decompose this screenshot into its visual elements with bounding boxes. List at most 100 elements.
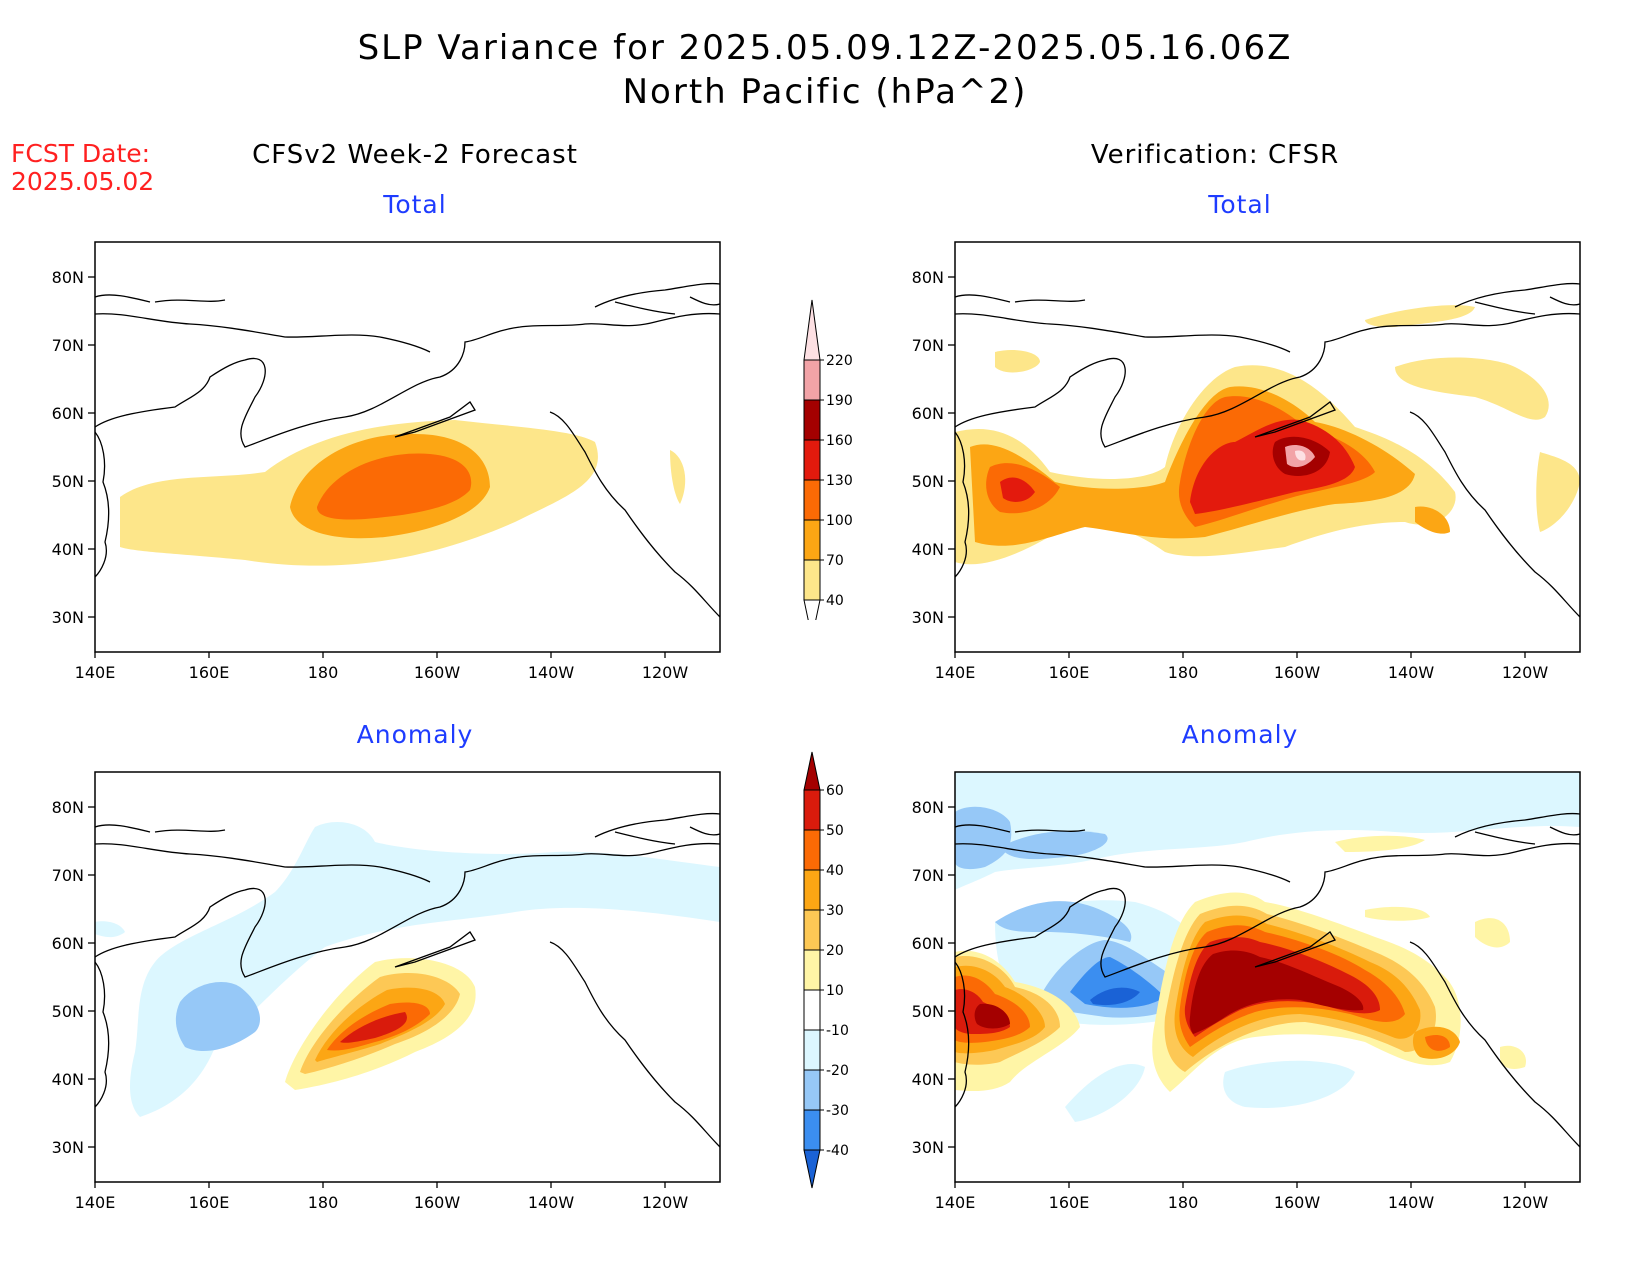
colorbar-label: 20 (826, 943, 844, 959)
fcst-date-label: FCST Date: (11, 139, 151, 168)
map-frame (954, 771, 1581, 1183)
lat-label: 80N (52, 798, 84, 817)
lat-label: 50N (52, 472, 84, 491)
colorbar-label: -40 (826, 1143, 849, 1159)
lon-label: 120W (1502, 1193, 1549, 1212)
colorbar-anomaly: -40 -30 -20 -10 10 20 30 40 50 60 (803, 751, 849, 1189)
colorbar-label: 10 (826, 983, 844, 999)
verif-anomaly-label: Anomaly (1181, 720, 1299, 749)
lon-label: 120W (642, 1193, 689, 1212)
colorbar-swatch (803, 789, 821, 831)
lon-label: 160E (189, 1193, 230, 1212)
map-verif-total: 80N 70N 60N 50N 40N 30N 140E 160E 180 160W 140W 120… (912, 241, 1581, 682)
lat-label: 60N (52, 934, 84, 953)
map-frame (94, 771, 721, 1183)
shading-forecast-anomaly (95, 822, 720, 1117)
colorbar-label: -30 (826, 1103, 849, 1119)
lat-label: 60N (52, 404, 84, 423)
verification-column-title: Verification: CFSR (1090, 140, 1340, 170)
colorbar-swatch (803, 439, 821, 481)
forecast-total-label: Total (383, 190, 447, 219)
colorbar-label: 130 (826, 473, 853, 489)
lat-label: 30N (912, 608, 944, 627)
colorbar-total: 40 70 100 130 160 190 220 (803, 299, 853, 620)
colorbar-label: 40 (826, 593, 844, 609)
lon-label: 140W (528, 663, 575, 682)
lat-label: 70N (912, 866, 944, 885)
coastlines (954, 282, 1581, 618)
colorbar-swatch (803, 519, 821, 561)
shading-verif-anomaly (955, 772, 1580, 1122)
shading-verif-total (955, 305, 1580, 565)
lon-label: 160E (189, 663, 230, 682)
forecast-anomaly-label: Anomaly (356, 720, 474, 749)
map-frame (954, 241, 1581, 653)
lon-label: 120W (1502, 663, 1549, 682)
lat-label: 50N (52, 1002, 84, 1021)
colorbar-label: 30 (826, 903, 844, 919)
lat-label: 30N (912, 1138, 944, 1157)
colorbar-swatch (803, 989, 821, 1031)
lat-label: 70N (912, 336, 944, 355)
lon-label: 180 (308, 663, 339, 682)
colorbar-swatch (803, 359, 821, 401)
colorbar-lower-arrow (803, 1149, 821, 1189)
axis-ticks: 80N 70N 60N 50N 40N 30N 140E 160E 180 160W 140W 120… (912, 268, 1549, 682)
colorbar-label: 160 (826, 433, 853, 449)
lat-label: 40N (912, 1070, 944, 1089)
lat-label: 50N (912, 1002, 944, 1021)
lon-label: 180 (308, 1193, 339, 1212)
lon-label: 180 (1168, 663, 1199, 682)
lon-label: 160E (1049, 663, 1090, 682)
lat-label: 70N (52, 336, 84, 355)
colorbar-label: 70 (826, 553, 844, 569)
lat-label: 70N (52, 866, 84, 885)
lon-label: 140W (1388, 663, 1435, 682)
fcst-date-block: FCST Date: 2025.05.02 (11, 140, 154, 196)
lat-label: 40N (52, 1070, 84, 1089)
lon-label: 160W (414, 1193, 461, 1212)
main-title: SLP Variance for 2025.05.09.12Z-2025.05.… (357, 28, 1293, 68)
colorbar-label: 190 (826, 393, 853, 409)
colorbar-swatch (803, 1029, 821, 1071)
lat-label: 40N (912, 540, 944, 559)
lon-label: 160W (414, 663, 461, 682)
colorbar-swatch (803, 829, 821, 871)
lon-label: 140E (75, 663, 116, 682)
colorbar-swatch (803, 399, 821, 441)
coastlines (94, 812, 721, 1148)
lon-label: 120W (642, 663, 689, 682)
lat-label: 30N (52, 1138, 84, 1157)
main-subtitle: North Pacific (hPa^2) (622, 72, 1028, 112)
colorbar-label: -20 (826, 1063, 849, 1079)
fcst-date-value: 2025.05.02 (11, 167, 155, 196)
colorbar-upper-arrow (803, 751, 821, 791)
lon-label: 160E (1049, 1193, 1090, 1212)
lon-label: 140W (528, 1193, 575, 1212)
colorbar-label: -10 (826, 1023, 849, 1039)
colorbar-label: 40 (826, 863, 844, 879)
colorbar-label: 50 (826, 823, 844, 839)
colorbar-swatch (803, 869, 821, 911)
lon-label: 160W (1274, 663, 1321, 682)
lat-label: 60N (912, 934, 944, 953)
lon-label: 160W (1274, 1193, 1321, 1212)
colorbar-swatch (803, 909, 821, 951)
lon-label: 140E (75, 1193, 116, 1212)
colorbar-label: 60 (826, 783, 844, 799)
colorbar-swatch (803, 299, 821, 361)
forecast-column-title: CFSv2 Week-2 Forecast (252, 140, 578, 170)
map-forecast-anomaly: 80N 70N 60N 50N 40N 30N 140E 160E 180 160W 140W 120… (52, 771, 721, 1212)
colorbar-swatch (803, 479, 821, 521)
colorbar-swatch (803, 559, 821, 601)
lon-label: 140E (935, 663, 976, 682)
lon-label: 140E (935, 1193, 976, 1212)
shading-forecast-total (120, 420, 686, 566)
axis-ticks: 80N 70N 60N 50N 40N 30N 140E 160E 180 160W 140W 120… (52, 798, 689, 1212)
lon-label: 180 (1168, 1193, 1199, 1212)
lat-label: 80N (52, 268, 84, 287)
colorbar-swatch (803, 949, 821, 991)
map-verif-anomaly: 80N 70N 60N 50N 40N 30N 140E 160E 180 160W 140W 120… (912, 771, 1581, 1212)
map-forecast-total: 80N 70N 60N 50N 40N 30N 140E 160E 180 160W 140W 120… (52, 241, 721, 682)
axis-ticks: 80N 70N 60N 50N 40N 30N 140E 160E 180 160W 140W 120… (912, 798, 1549, 1212)
